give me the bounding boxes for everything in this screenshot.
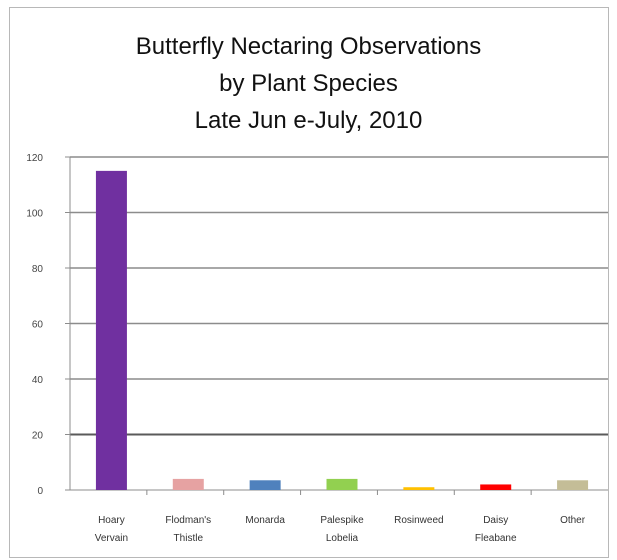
bar-5 — [480, 484, 512, 490]
x-tick-label-3-1: Lobelia — [326, 533, 359, 544]
x-tick-label-6-0: Other — [560, 515, 586, 526]
y-tick-label-20: 20 — [32, 431, 44, 442]
x-tick-label-2-0: Monarda — [245, 515, 285, 526]
y-tick-label-120: 120 — [26, 153, 43, 164]
y-tick-label-40: 40 — [32, 375, 44, 386]
category-labels: Hoary Vervain Flodman's Thistle Monarda Pales… — [95, 515, 586, 544]
bar-0 — [95, 170, 127, 490]
chart-title-line-2: by Plant Species — [219, 70, 398, 97]
y-tick-label-60: 60 — [32, 320, 44, 331]
gridlines — [70, 156, 608, 436]
x-tick-label-0-1: Vervain — [95, 533, 128, 544]
bar-1 — [172, 478, 204, 490]
chart-title-line-3: Late Jun e-July, 2010 — [194, 107, 423, 134]
x-tick-label-1-0: Flodman's — [165, 515, 211, 526]
x-tick-label-4-0: Rosinweed — [394, 515, 443, 526]
bar-3 — [326, 478, 358, 490]
x-tick-label-3-0: Palespike — [320, 515, 364, 526]
bars — [95, 170, 589, 490]
bar-4 — [403, 487, 435, 490]
x-tick-label-5-0: Daisy — [483, 515, 508, 526]
bar-2 — [249, 480, 281, 490]
y-tick-label-80: 80 — [32, 264, 44, 275]
y-tick-label-100: 100 — [26, 209, 43, 220]
bar-6 — [557, 480, 589, 490]
chart-title: Butterfly Nectaring Observations by Plan… — [0, 28, 617, 139]
x-tick-label-5-1: Fleabane — [475, 533, 517, 544]
x-tick-label-1-1: Thistle — [174, 533, 204, 544]
chart-title-line-1: Butterfly Nectaring Observations — [135, 33, 482, 60]
y-tick-label-0: 0 — [37, 486, 43, 497]
x-tick-label-0-0: Hoary — [98, 515, 125, 526]
